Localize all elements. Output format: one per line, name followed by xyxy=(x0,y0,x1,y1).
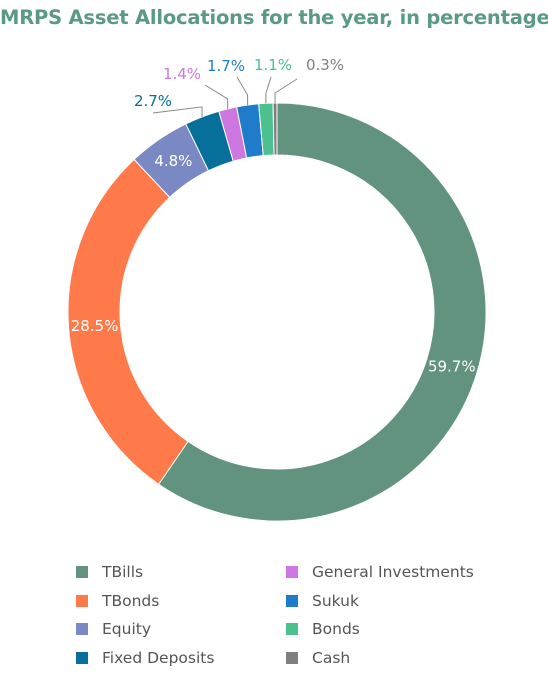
donut-chart: 59.7% 28.5% 4.8% 2.7% 1.4% 1.7% 1.1% 0.3% xyxy=(67,56,487,522)
legend-item-bonds[interactable]: Bonds xyxy=(286,615,496,644)
slice-tbonds[interactable] xyxy=(67,158,189,485)
legend-swatch xyxy=(286,594,298,607)
legend-label: TBonds xyxy=(102,591,160,610)
legend-swatch xyxy=(286,566,298,579)
legend-item-fixed-deposits[interactable]: Fixed Deposits xyxy=(76,644,286,673)
legend-label: TBills xyxy=(102,563,144,582)
legend-label: Fixed Deposits xyxy=(102,648,215,667)
leader-line-fixed-deposits xyxy=(152,106,203,117)
legend-swatch xyxy=(286,623,298,636)
data-label-fixed-deposits: 2.7% xyxy=(134,92,172,110)
data-label-sukuk: 1.7% xyxy=(207,57,245,75)
leader-line-general-investments xyxy=(204,84,229,109)
leader-line-cash xyxy=(274,78,298,104)
legend-swatch xyxy=(76,623,88,636)
legend-label: General Investments xyxy=(312,563,474,582)
data-label-tbills: 59.7% xyxy=(428,357,476,375)
slice-cash[interactable] xyxy=(272,102,278,156)
data-label-bonds: 1.1% xyxy=(254,56,292,74)
data-label-general-investments: 1.4% xyxy=(163,65,201,83)
data-label-cash: 0.3% xyxy=(306,56,344,74)
leader-line-sukuk xyxy=(236,76,249,106)
legend-label: Cash xyxy=(312,648,351,667)
legend-label: Equity xyxy=(102,620,152,639)
legend-swatch xyxy=(76,594,88,607)
legend-item-equity[interactable]: Equity xyxy=(76,615,286,644)
legend-item-sukuk[interactable]: Sukuk xyxy=(286,587,496,616)
legend-label: Bonds xyxy=(312,620,360,639)
chart-title: MRPS Asset Allocations for the year, in … xyxy=(0,6,548,29)
leader-line-bonds xyxy=(265,76,272,104)
legend-item-general-investments[interactable]: General Investments xyxy=(286,558,496,587)
slice-tbills[interactable] xyxy=(157,102,487,522)
chart-legend: TBills TBonds Equity Fixed Deposits General … xyxy=(76,558,496,672)
data-label-equity: 4.8% xyxy=(154,152,192,170)
legend-swatch xyxy=(76,651,88,664)
legend-swatch xyxy=(76,566,88,579)
legend-item-tbills[interactable]: TBills xyxy=(76,558,286,587)
legend-label: Sukuk xyxy=(312,591,359,610)
legend-swatch xyxy=(286,651,298,664)
data-label-tbonds: 28.5% xyxy=(71,317,119,335)
legend-item-tbonds[interactable]: TBonds xyxy=(76,587,286,616)
legend-item-cash[interactable]: Cash xyxy=(286,644,496,673)
